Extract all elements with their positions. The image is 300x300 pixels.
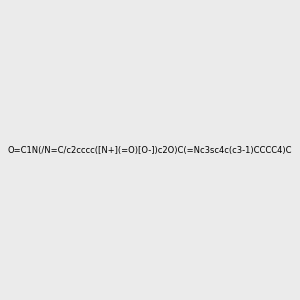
Text: O=C1N(/N=C/c2cccc([N+](=O)[O-])c2O)C(=Nc3sc4c(c3-1)CCCC4)C: O=C1N(/N=C/c2cccc([N+](=O)[O-])c2O)C(=Nc… (8, 146, 292, 154)
